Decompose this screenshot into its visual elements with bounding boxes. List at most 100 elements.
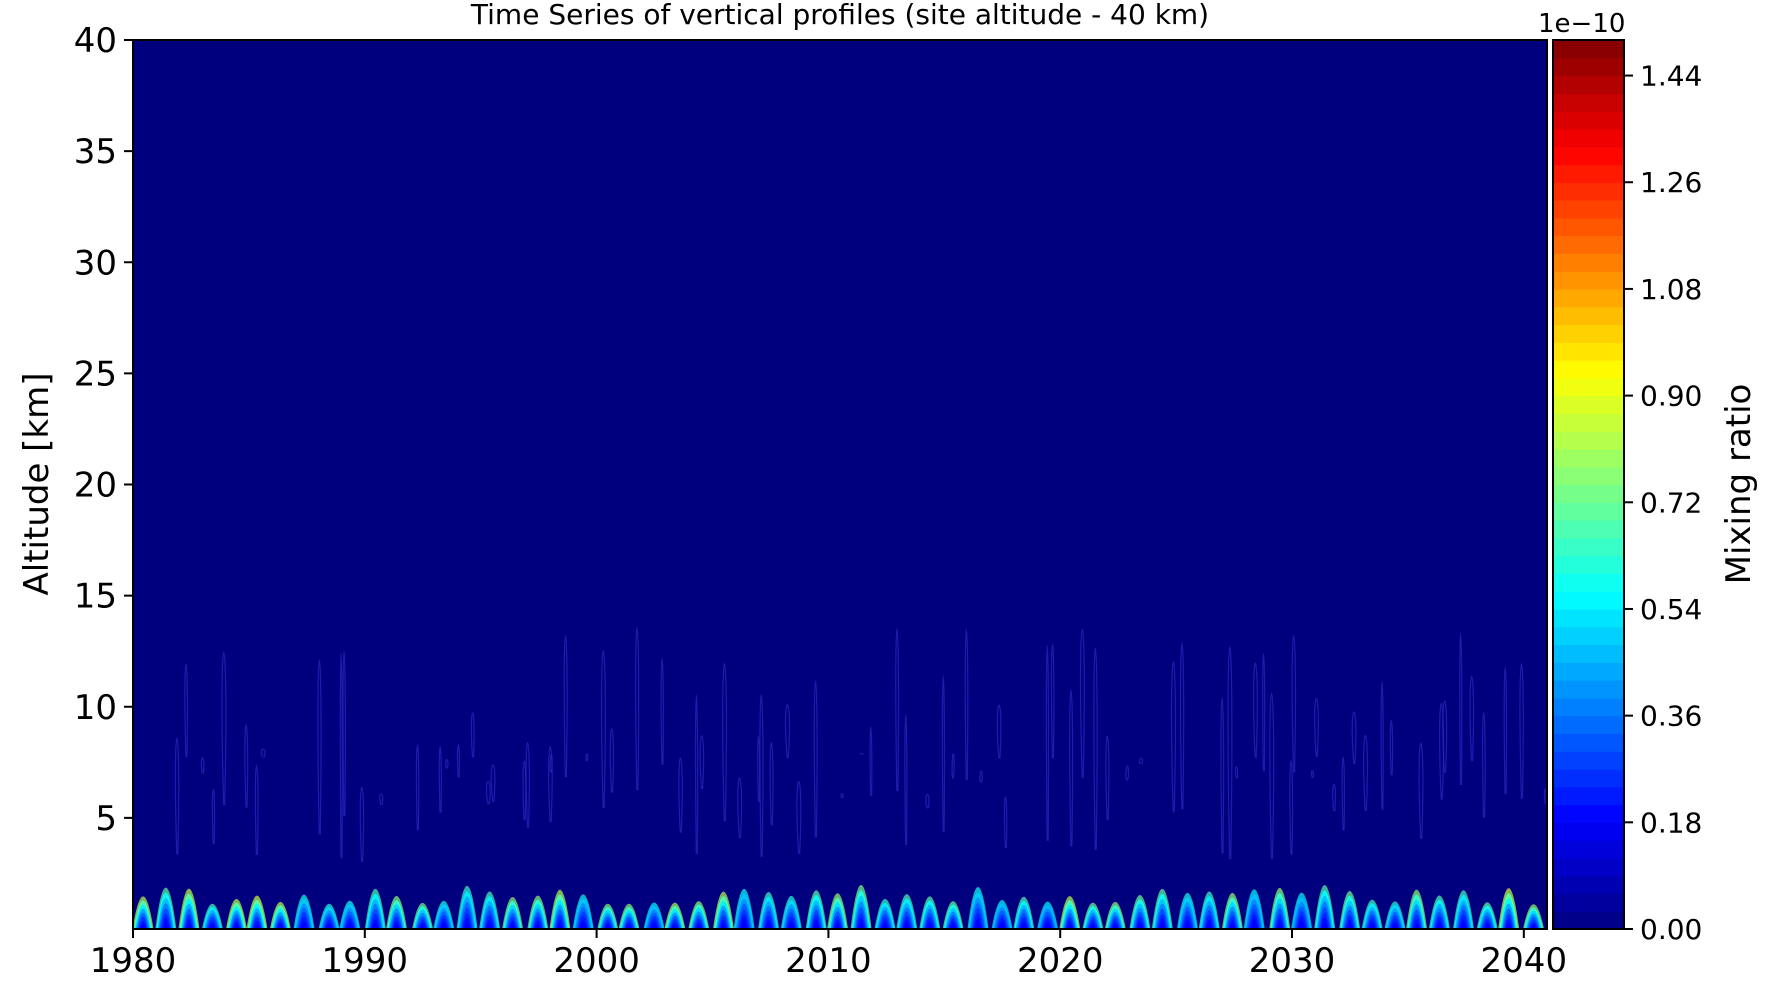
peak-band	[393, 924, 400, 929]
contour-line	[1469, 675, 1475, 762]
contour-line	[1291, 634, 1297, 773]
peak-band	[720, 924, 727, 929]
contour-line	[470, 712, 475, 758]
colorbar-step	[1553, 146, 1624, 166]
peak-band	[1067, 924, 1073, 929]
contour-line	[1380, 681, 1384, 810]
colorbar-step	[1553, 537, 1624, 557]
colorbar: 0.00 0.18 0.36 0.54 0.72 0.90 1.08 1.26 1.44	[1552, 39, 1702, 946]
colorbar-offset-text: 1e−10	[1538, 9, 1625, 39]
contour-line	[1351, 711, 1357, 764]
contour-line	[415, 744, 420, 831]
colorbar-step	[1553, 573, 1624, 592]
contour-line	[1045, 645, 1050, 841]
colorbar-step	[1553, 164, 1624, 183]
colorbar-step	[1553, 520, 1624, 539]
colorbar-step	[1553, 253, 1624, 272]
contour-line	[445, 759, 449, 769]
colorbar-step	[1553, 93, 1624, 112]
colorbar-tick-label: 1.44	[1640, 60, 1702, 93]
contour-line	[379, 793, 384, 806]
contour-line	[1093, 647, 1098, 850]
colorbar-step	[1553, 733, 1624, 752]
y-tick-label: 40	[74, 21, 117, 61]
colorbar-label: Mixing ratio	[1719, 384, 1759, 585]
contour-line	[895, 628, 900, 792]
y-tick-label: 30	[74, 243, 117, 283]
peak-band	[140, 924, 146, 929]
colorbar-step	[1553, 413, 1624, 432]
y-tick-label: 20	[74, 466, 117, 506]
contour-line	[200, 757, 205, 774]
peak-band	[834, 924, 841, 929]
peak-band	[557, 924, 563, 929]
contour-line	[438, 745, 442, 813]
colorbar-step	[1553, 804, 1624, 823]
contour-line	[585, 753, 589, 762]
peak-band	[372, 923, 379, 929]
contour-line	[254, 764, 259, 855]
contour-line	[1220, 697, 1225, 854]
contour-line	[1003, 796, 1008, 849]
y-axis-label: Altitude [km]	[17, 372, 57, 595]
seasonal-peaks	[133, 884, 1545, 929]
colorbar-step	[1553, 822, 1624, 841]
colorbar-step	[1553, 697, 1624, 717]
colorbar-step	[1553, 377, 1624, 397]
colorbar-step	[1553, 182, 1624, 201]
y-axis: 5 10 15 20 25 30 35 40	[74, 21, 133, 839]
contour-line	[609, 728, 615, 793]
colorbar-step	[1553, 271, 1624, 290]
contour-line	[244, 724, 249, 808]
peak-band	[858, 923, 864, 929]
colorbar-step	[1553, 840, 1624, 859]
contour-line	[1138, 757, 1144, 765]
peak-band	[1229, 924, 1236, 929]
contour-line	[1269, 692, 1275, 859]
contour-line	[260, 748, 266, 758]
peak-band	[556, 919, 564, 929]
peak-band	[301, 924, 307, 929]
colorbar-step	[1553, 662, 1624, 681]
contour-line	[342, 650, 346, 817]
contour-line	[769, 741, 774, 826]
colorbar-tick-label: 0.90	[1640, 380, 1702, 413]
peak-band	[1206, 924, 1212, 929]
contour-line	[678, 757, 683, 833]
x-tick-label: 2010	[785, 941, 872, 981]
contour-line	[1481, 712, 1486, 818]
contour-line	[1519, 663, 1524, 799]
contour-line	[221, 651, 227, 806]
colorbar-tick-label: 1.08	[1640, 273, 1702, 306]
contour-line	[549, 754, 553, 773]
contour-line	[1362, 735, 1369, 811]
peak-band	[1460, 924, 1467, 929]
contour-line	[490, 764, 496, 802]
peak-band	[1137, 924, 1143, 929]
contour-line	[796, 781, 802, 854]
colorbar-step	[1553, 466, 1624, 486]
contour-line	[840, 792, 844, 799]
colorbar-step	[1553, 128, 1624, 148]
colorbar-step	[1553, 342, 1624, 361]
contour-line	[1442, 700, 1448, 773]
contour-line	[1341, 756, 1346, 831]
x-tick-label: 1980	[90, 941, 177, 981]
contour-line	[1179, 642, 1185, 810]
peak-band	[464, 923, 470, 929]
peak-band	[1021, 924, 1027, 929]
peak-band	[904, 924, 910, 929]
colorbar-step	[1553, 591, 1624, 610]
colorbar-step	[1553, 680, 1624, 699]
contour-line	[996, 704, 1002, 759]
peak-band	[535, 924, 541, 929]
x-tick-label: 2040	[1481, 941, 1568, 981]
contour-line	[1262, 653, 1266, 772]
contour-line	[979, 770, 983, 783]
colorbar-step	[1553, 751, 1624, 770]
contour-line	[522, 760, 527, 820]
contour-line	[339, 652, 343, 859]
contour-line	[525, 742, 530, 828]
contour-line	[722, 663, 728, 822]
colorbar-step	[1553, 235, 1624, 254]
